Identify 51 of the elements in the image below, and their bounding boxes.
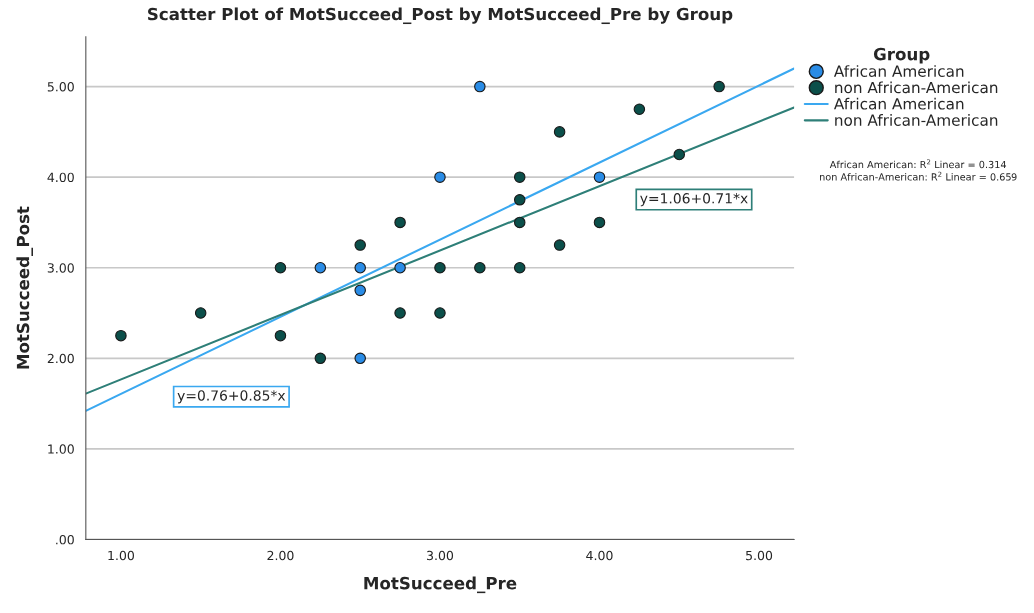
point: [274, 329, 287, 342]
point: [513, 261, 526, 274]
point: [553, 239, 566, 251]
point: [354, 284, 366, 297]
point: [314, 352, 327, 365]
point: [354, 352, 366, 365]
point: [434, 307, 446, 319]
annotation: y=0.76+0.85*x: [177, 390, 286, 404]
point: [434, 261, 446, 274]
legend-label: African American: [833, 97, 964, 110]
point: [553, 126, 566, 138]
point: [115, 329, 127, 342]
point: [513, 194, 526, 206]
point: [513, 216, 526, 229]
point: [673, 148, 686, 161]
point: [593, 216, 606, 229]
legend-label: non African-American: [835, 81, 998, 94]
legend-label: non African-American: [835, 114, 998, 126]
point: [474, 80, 486, 93]
legend-label: African American: [833, 65, 964, 77]
point: [593, 171, 606, 183]
point: [713, 80, 725, 93]
x-tick-label: 2.00: [267, 550, 294, 561]
x-tick-label: 3.00: [427, 550, 454, 561]
chart-title: Scatter Plot of MotSucceed_Post by MotSucceed_Pre by Group: [148, 7, 733, 25]
y-tick-label: 3.00: [47, 263, 74, 273]
y-tick-label: 2.00: [47, 353, 74, 364]
y-tick-label: .00: [56, 534, 74, 545]
y-tick-label: 5.00: [47, 82, 74, 92]
point: [274, 261, 287, 274]
y-tick-label: 4.00: [47, 172, 74, 183]
x-axis-title: MotSucceed_Pre: [364, 576, 517, 594]
text: African American: R$^{2}$ Linear = 0.314 non African-American: R$^{2}$ Linear = 0.659: [820, 159, 1017, 181]
point: [194, 307, 207, 319]
x-tick-label: 4.00: [586, 550, 613, 561]
point: [513, 171, 526, 183]
point: [394, 216, 406, 229]
point: [354, 239, 366, 251]
point: [434, 171, 446, 183]
point: [474, 261, 486, 274]
point: [354, 261, 366, 274]
x-tick-label: 1.00: [108, 550, 134, 561]
annotation: y=1.06+0.71*x: [640, 193, 748, 207]
point: [633, 103, 646, 115]
point: [314, 261, 327, 274]
legend-title: Group: [873, 47, 930, 64]
x-tick-label: 5.00: [746, 550, 773, 561]
point: [394, 261, 406, 274]
y-tick-label: 1.00: [48, 444, 74, 454]
point: [394, 307, 406, 319]
y-axis-title: MotSucceed_Post: [16, 206, 33, 369]
